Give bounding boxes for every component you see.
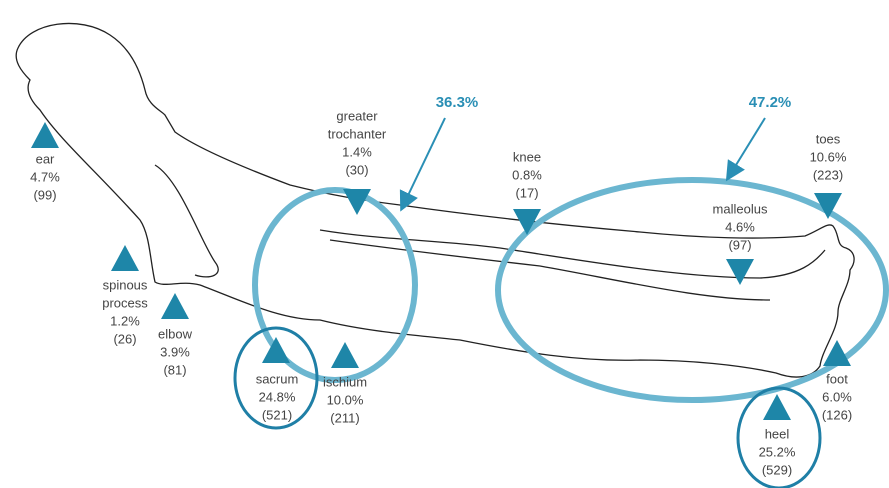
site-percent: 25.2% [759, 444, 796, 459]
site-name: spinous [103, 277, 148, 292]
pressure-site-marker [726, 259, 754, 285]
pressure-site-marker [763, 394, 791, 420]
leg-region-ring [495, 177, 889, 403]
pressure-site-marker [513, 209, 541, 235]
site-count: (30) [345, 162, 368, 177]
site-count: (126) [822, 407, 852, 422]
pressure-site-marker [262, 337, 290, 363]
site-count: (99) [33, 187, 56, 202]
site-name: process [102, 295, 148, 310]
site-name: toes [816, 131, 841, 146]
pressure-site-marker [111, 245, 139, 271]
heel-ring [736, 386, 822, 488]
site-percent: 10.6% [810, 149, 847, 164]
site-count: (223) [813, 167, 843, 182]
pressure-site-marker [343, 189, 371, 215]
site-name: ischium [323, 374, 367, 389]
site-percent: 0.8% [512, 167, 542, 182]
site-name: foot [826, 371, 848, 386]
site-percent: 6.0% [822, 389, 852, 404]
sacrum-ring [233, 326, 319, 430]
site-name: knee [513, 149, 541, 164]
site-percent: 1.2% [110, 313, 140, 328]
site-name: sacrum [256, 371, 299, 386]
site-name: trochanter [328, 126, 387, 141]
pressure-site-marker [823, 340, 851, 366]
site-count: (211) [330, 410, 359, 425]
site-name: heel [765, 426, 790, 441]
site-percent: 24.8% [259, 389, 296, 404]
site-count: (521) [262, 407, 292, 422]
site-percent: 4.6% [725, 219, 755, 234]
site-percent: 1.4% [342, 144, 372, 159]
site-name: ear [36, 151, 55, 166]
pressure-site-marker [161, 293, 189, 319]
site-count: (529) [762, 462, 792, 477]
group-percent: 36.3% [436, 94, 479, 111]
pressure-site-marker [31, 122, 59, 148]
pressure-site-marker [331, 342, 359, 368]
site-count: (81) [163, 362, 186, 377]
hip-region-ring [252, 187, 418, 383]
pressure-site-marker [814, 193, 842, 219]
group-arrow [725, 117, 766, 182]
site-name: malleolus [713, 201, 768, 216]
group-arrow [399, 117, 446, 212]
site-name: greater [336, 108, 378, 123]
site-percent: 3.9% [160, 344, 190, 359]
site-percent: 10.0% [327, 392, 364, 407]
site-count: (97) [728, 237, 751, 252]
site-name: elbow [158, 326, 193, 341]
site-percent: 4.7% [30, 169, 60, 184]
group-percent: 47.2% [749, 94, 792, 111]
site-count: (17) [515, 185, 538, 200]
site-count: (26) [113, 331, 136, 346]
body-outline [15, 22, 855, 378]
